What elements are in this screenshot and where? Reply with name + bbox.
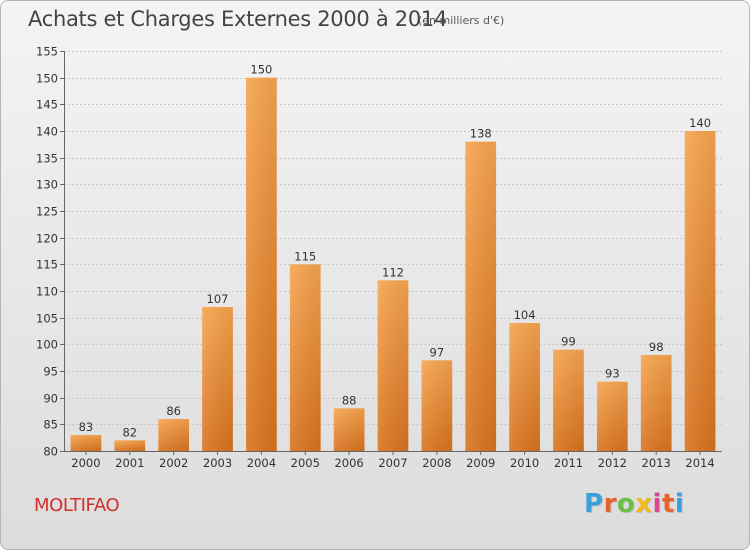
x-tick-label: 2001 [115,456,144,470]
bar-value-label: 138 [470,127,492,141]
y-tick-label: 105 [36,312,58,326]
x-tick-label: 2008 [422,456,451,470]
y-tick-label: 130 [36,178,58,192]
x-tick-label: 2004 [247,456,276,470]
bar-value-label: 140 [689,116,711,130]
x-tick-label: 2006 [334,456,363,470]
x-tick-label: 2007 [378,456,407,470]
x-tick-label: 2010 [510,456,539,470]
x-tick-label: 2012 [598,456,627,470]
bar-value-label: 112 [382,265,404,279]
bar-shade [465,141,497,451]
y-tick-label: 125 [36,205,58,219]
chart-unit: (en milliers d'€) [418,14,505,27]
y-tick-label: 135 [36,152,58,166]
x-tick-label: 2000 [71,456,100,470]
logo-letter: P [584,489,604,519]
x-tick-label: 2013 [642,456,671,470]
bar-shade [114,440,146,451]
y-tick-label: 140 [36,125,58,139]
bar-shade [333,408,365,451]
bar-value-label: 86 [166,404,181,418]
bars: 83 82 86 107 150 115 88 112 97 138 104 99 93 98 140 [70,63,716,452]
x-tick-label: 2005 [291,456,320,470]
y-tick-label: 145 [36,98,58,112]
y-tick-label: 95 [43,365,58,379]
y-tick-label: 155 [36,45,58,59]
y-tick-label: 110 [36,285,58,299]
x-tick-label: 2003 [203,456,232,470]
bar-value-label: 115 [294,249,316,263]
city-name: MOLTIFAO [34,495,120,516]
y-tick-label: 90 [43,392,58,406]
logo-letter: o [616,489,636,519]
bar-shade [684,131,716,451]
logo-letter: x [635,489,653,519]
bar-shade [553,349,584,451]
bar-shade [640,355,672,451]
x-tick-label: 2002 [159,456,188,470]
logo-letter: r [603,489,617,519]
bar-value-label: 88 [342,393,357,407]
bar-value-label: 83 [79,420,94,434]
bar-shade [70,435,102,451]
bar-value-label: 82 [122,425,137,439]
bar-shade [377,280,409,451]
bar-shade [289,264,321,451]
axes: 80 85 90 95 100 105 110 115 120 125 130 135 140 145 15… [36,45,722,470]
bar-shade [509,323,540,451]
y-tick-label: 80 [43,445,58,459]
logo-letter: t [661,489,675,519]
y-tick-label: 150 [36,72,58,86]
bar-value-label: 93 [605,367,620,381]
bar-shade [596,381,628,451]
bar-value-label: 98 [649,340,664,354]
bar-value-label: 97 [430,345,445,359]
bar-value-label: 99 [561,335,576,349]
logo-letter: i [652,489,662,519]
bar-value-label: 104 [514,308,536,322]
bar-shade [421,360,453,451]
bar-shade [202,307,233,451]
bar-value-label: 150 [250,63,272,77]
y-tick-label: 100 [36,338,58,352]
logo-letter: i [674,489,685,519]
chart-title: Achats et Charges Externes 2000 à 2014 [28,7,448,31]
x-tick-label: 2014 [685,456,714,470]
y-tick-label: 120 [36,232,58,246]
y-tick-label: 115 [36,258,58,272]
bar-value-label: 107 [207,292,229,306]
x-tick-label: 2011 [554,456,583,470]
proxiti-logo[interactable]: Proxiti [584,489,684,519]
y-tick-label: 85 [43,418,58,432]
x-tick-label: 2009 [466,456,495,470]
bar-shade [158,419,190,451]
bar-shade [246,77,277,452]
